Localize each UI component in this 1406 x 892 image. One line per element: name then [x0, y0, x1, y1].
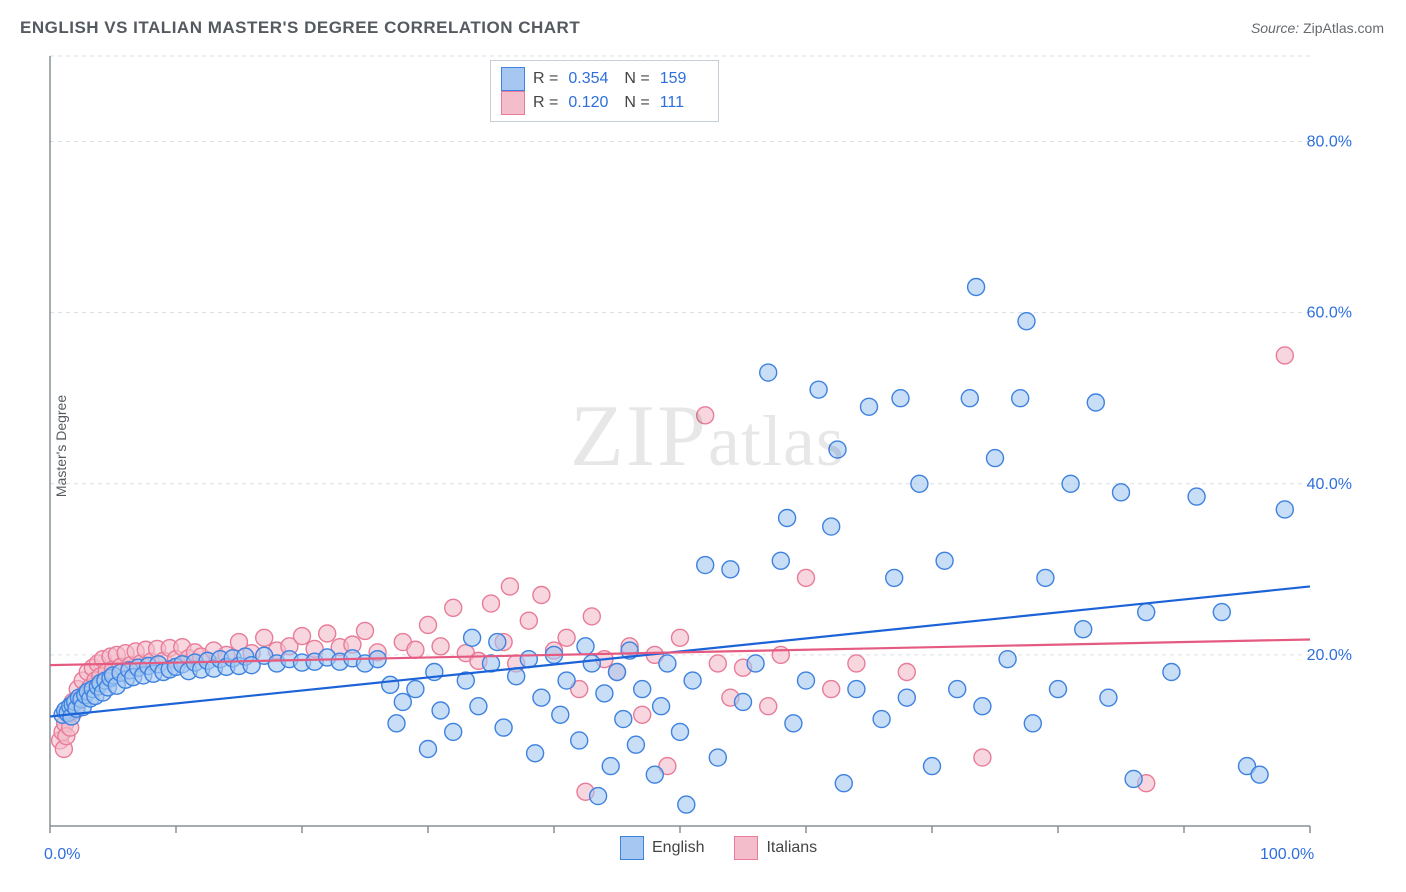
svg-text:20.0%: 20.0% — [1307, 647, 1352, 664]
legend-swatch — [501, 67, 525, 91]
legend-r-value: 0.120 — [568, 94, 616, 112]
svg-text:40.0%: 40.0% — [1307, 476, 1352, 493]
legend-r-label: R = — [533, 70, 558, 88]
svg-text:80.0%: 80.0% — [1307, 134, 1352, 151]
legend-n-label: N = — [624, 94, 649, 112]
x-axis-min-label: 0.0% — [44, 846, 80, 864]
legend-r-label: R = — [533, 94, 558, 112]
legend-stats: R = 0.354 N = 159 R = 0.120 N = 111 — [490, 60, 719, 122]
legend-stats-row: R = 0.120 N = 111 — [501, 91, 708, 115]
scatter-chart: 20.0% 40.0% 60.0% 80.0% — [50, 56, 1370, 838]
x-axis-max-label: 100.0% — [1260, 846, 1314, 864]
source-credit: Source: ZipAtlas.com — [1251, 20, 1384, 36]
legend-n-value: 111 — [660, 94, 708, 112]
legend-r-value: 0.354 — [568, 70, 616, 88]
legend-swatch — [734, 836, 758, 860]
legend-n-value: 159 — [660, 70, 708, 88]
legend-series-item: English — [620, 836, 704, 860]
chart-title: ENGLISH VS ITALIAN MASTER'S DEGREE CORRE… — [20, 18, 580, 38]
legend-swatch — [501, 91, 525, 115]
source-label: Source: — [1251, 20, 1299, 36]
legend-series-item: Italians — [734, 836, 817, 860]
legend-series: English Italians — [620, 836, 817, 860]
legend-swatch — [620, 836, 644, 860]
legend-n-label: N = — [624, 70, 649, 88]
legend-stats-row: R = 0.354 N = 159 — [501, 67, 708, 91]
plot-area: 20.0%40.0%60.0%80.0% ZIPatlas R =0.354N … — [50, 56, 1310, 826]
svg-text:60.0%: 60.0% — [1307, 305, 1352, 322]
source-value: ZipAtlas.com — [1303, 20, 1384, 36]
